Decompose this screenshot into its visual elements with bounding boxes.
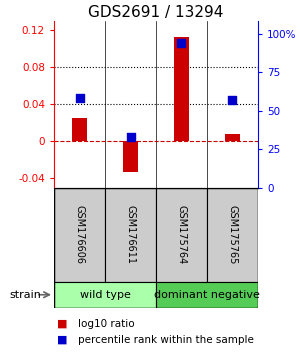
Title: GDS2691 / 13294: GDS2691 / 13294 (88, 5, 224, 20)
Bar (207, 188, 258, 281)
Bar (54, 281, 156, 308)
Bar (156, 281, 258, 308)
Text: percentile rank within the sample: percentile rank within the sample (78, 335, 254, 345)
Point (128, 134, 133, 139)
Bar (105, 188, 156, 281)
Text: strain: strain (9, 290, 41, 300)
Text: dominant negative: dominant negative (154, 290, 260, 300)
Bar (225, 134, 240, 141)
Bar (72, 118, 87, 141)
Text: wild type: wild type (80, 290, 130, 300)
Bar (54, 188, 105, 281)
Text: ■: ■ (57, 319, 68, 329)
Text: log10 ratio: log10 ratio (78, 319, 135, 329)
Point (179, 40, 184, 46)
Text: ■: ■ (57, 335, 68, 345)
Point (230, 97, 235, 103)
Bar (174, 37, 189, 141)
Point (77, 96, 82, 101)
Bar (123, 141, 138, 172)
Text: GSM176611: GSM176611 (125, 205, 136, 264)
Text: GSM175765: GSM175765 (227, 205, 238, 264)
Text: GSM176606: GSM176606 (74, 205, 85, 264)
Bar (156, 188, 207, 281)
Text: GSM175764: GSM175764 (176, 205, 187, 264)
